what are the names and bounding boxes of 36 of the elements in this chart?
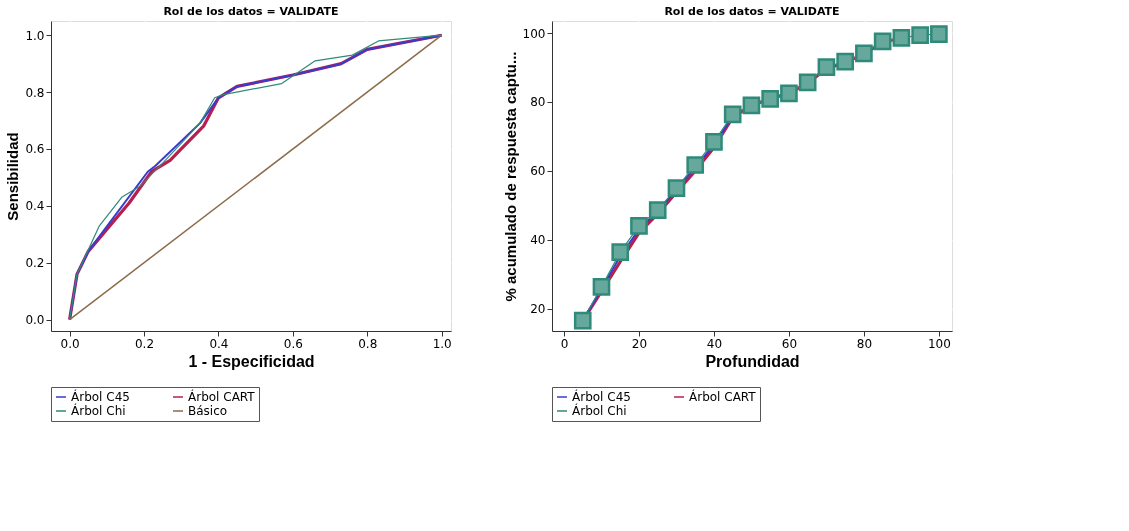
y-tick-label: 0.0: [25, 313, 45, 328]
y-tick-label: 0.6: [25, 142, 45, 157]
legend-label: Árbol Chi: [71, 403, 126, 418]
x-tick-label: 60: [781, 336, 798, 351]
y-tick-label: 80: [530, 95, 546, 110]
legend-label: Árbol Chi: [572, 403, 627, 418]
x-tick-label: 80: [856, 336, 873, 351]
y-axis-title: % acumulado de respuesta captu...: [501, 51, 519, 302]
x-tick-label: 1.0: [432, 336, 452, 351]
chart-title: Rol de los datos = VALIDATE: [664, 5, 840, 18]
y-tick-label: 0.4: [25, 199, 45, 214]
legend-label: Árbol C45: [71, 389, 130, 404]
legend-label: Árbol C45: [572, 389, 631, 404]
y-tick-label: 100: [522, 26, 546, 41]
x-tick-label: 40: [706, 336, 723, 351]
x-tick-label: 0: [560, 336, 569, 351]
x-tick-label: 100: [927, 336, 951, 351]
y-tick-label: 0.8: [25, 85, 45, 100]
legend-label: Básico: [188, 404, 228, 418]
x-tick-label: 0.0: [60, 336, 80, 351]
x-tick-label: 20: [631, 336, 648, 351]
x-axis-title: Profundidad: [705, 352, 800, 370]
y-tick-label: 40: [530, 233, 546, 248]
x-tick-label: 0.8: [358, 336, 378, 351]
x-axis-title: 1 - Especificidad: [188, 352, 315, 370]
y-axis-title: Sensibilidad: [4, 132, 22, 221]
y-tick-label: 20: [530, 302, 546, 317]
legend-label: Árbol CART: [188, 389, 256, 404]
chart-title: Rol de los datos = VALIDATE: [163, 5, 339, 18]
x-tick-label: 0.6: [283, 336, 303, 351]
y-tick-label: 0.2: [25, 256, 45, 271]
legend-label: Árbol CART: [689, 389, 757, 404]
y-tick-label: 1.0: [25, 28, 45, 43]
y-tick-label: 60: [530, 164, 546, 179]
x-tick-label: 0.4: [209, 336, 229, 351]
x-tick-label: 0.2: [134, 336, 155, 351]
